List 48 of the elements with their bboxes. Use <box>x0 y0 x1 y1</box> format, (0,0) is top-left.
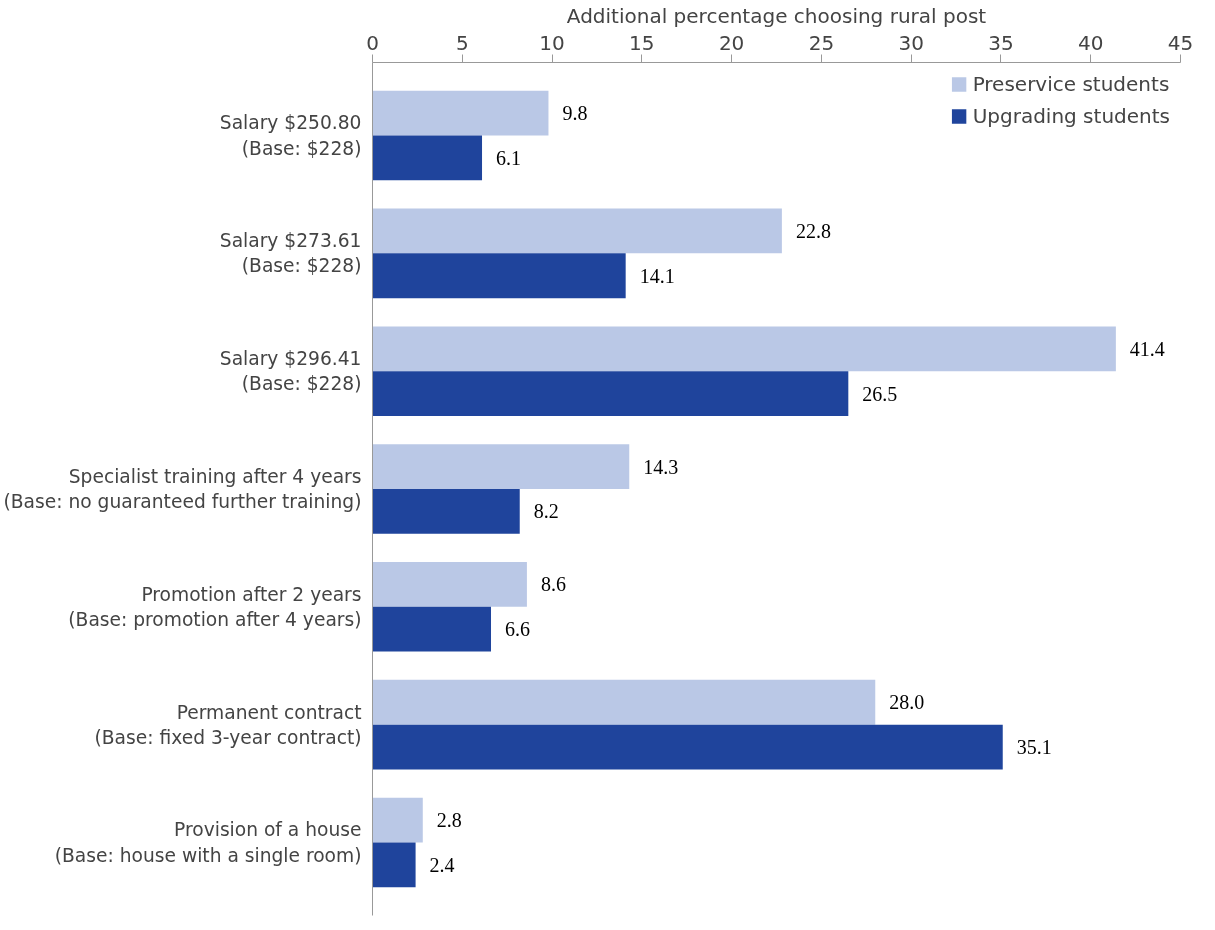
data-label: 2.8 <box>436 809 462 832</box>
y-tick-label: Provision of a house (Base: house with a single room) <box>54 819 362 866</box>
x-tick-label: 5 <box>455 30 469 55</box>
data-label: 8.6 <box>540 573 566 596</box>
bar <box>372 90 549 136</box>
x-tick-label: 10 <box>539 30 565 55</box>
data-label: 28.0 <box>889 691 925 714</box>
y-tick-label: Specialist training after 4 years (Base: no guaranteed further training) <box>3 465 362 513</box>
data-label: 9.8 <box>562 102 588 125</box>
bar <box>372 797 423 843</box>
bar <box>372 842 416 888</box>
bar <box>372 679 876 725</box>
data-label: 14.3 <box>643 455 679 478</box>
bar <box>372 253 626 299</box>
bar <box>372 444 630 489</box>
y-tick-label: Salary $273.61 (Base: $228) <box>219 230 362 277</box>
data-label: 41.4 <box>1129 337 1165 360</box>
data-label: 6.1 <box>496 146 522 169</box>
bar <box>372 371 849 416</box>
data-label: 26.5 <box>862 382 898 405</box>
data-label: 22.8 <box>795 219 831 242</box>
bar <box>372 135 483 181</box>
x-tick-label: 15 <box>629 30 655 55</box>
x-tick-label: 30 <box>898 30 924 55</box>
x-tick-label: 35 <box>988 30 1014 55</box>
bar <box>372 724 1003 770</box>
data-label: 14.1 <box>639 264 675 287</box>
y-tick-label: Promotion after 2 years (Base: promotion after 4 years) <box>68 583 362 630</box>
bar <box>372 562 527 607</box>
data-label: 2.4 <box>429 853 455 876</box>
x-axis-title: Additional percentage choosing rural post <box>566 3 987 28</box>
x-tick-label: 40 <box>1078 30 1104 55</box>
bar <box>372 326 1116 372</box>
y-tick-label: Salary $250.80 (Base: $228) <box>219 112 362 159</box>
legend-label: Preservice students <box>972 72 1170 96</box>
legend-label: Upgrading students <box>972 104 1170 128</box>
data-label: 35.1 <box>1016 736 1052 759</box>
x-tick-label: 45 <box>1167 30 1194 55</box>
x-tick-label: 0 <box>366 30 379 55</box>
bar <box>372 208 782 254</box>
y-tick-label: Salary $296.41 (Base: $228) <box>219 348 362 395</box>
x-tick-label: 25 <box>808 30 835 55</box>
data-label: 8.2 <box>533 500 559 523</box>
x-tick-label: 20 <box>718 30 745 55</box>
y-tick-label: Permanent contract (Base: fixed 3-year contract) <box>94 701 362 748</box>
data-label: 6.6 <box>505 618 531 641</box>
bar <box>372 606 492 652</box>
bar <box>372 489 520 534</box>
